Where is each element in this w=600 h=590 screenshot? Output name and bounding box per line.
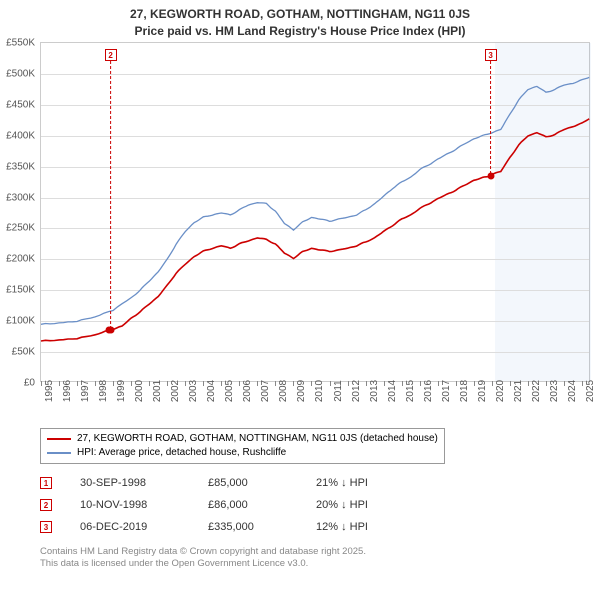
x-tick-label: 2011 <box>333 380 344 402</box>
sales-price-0: £85,000 <box>208 477 288 489</box>
x-tick-label: 2000 <box>134 380 145 402</box>
y-tick-label: £200K <box>0 254 35 265</box>
title-line-2: Price paid vs. HM Land Registry's House … <box>0 23 600 40</box>
sale-marker-dot <box>107 326 114 333</box>
x-tick-label: 2025 <box>585 380 596 402</box>
x-tick-label: 1999 <box>116 380 127 402</box>
sale-marker-dot <box>487 172 494 179</box>
y-tick-label: £300K <box>0 192 35 203</box>
sales-row-1: 2 10-NOV-1998 £86,000 20% ↓ HPI <box>40 494 406 516</box>
x-tick-label: 2017 <box>441 380 452 402</box>
x-tick-label: 2024 <box>567 380 578 402</box>
y-tick-label: £0 <box>0 378 35 389</box>
x-tick-label: 1997 <box>80 380 91 402</box>
legend-row-0: 27, KEGWORTH ROAD, GOTHAM, NOTTINGHAM, N… <box>47 432 438 446</box>
x-tick-label: 2019 <box>477 380 488 402</box>
x-tick-label: 2008 <box>278 380 289 402</box>
sales-table: 1 30-SEP-1998 £85,000 21% ↓ HPI 2 10-NOV… <box>40 472 406 538</box>
footer-line-1: Contains HM Land Registry data © Crown c… <box>40 546 366 558</box>
x-tick-label: 1998 <box>98 380 109 402</box>
x-tick-label: 2012 <box>351 380 362 402</box>
chart-svg <box>41 43 591 383</box>
y-tick-label: £100K <box>0 316 35 327</box>
y-tick-label: £500K <box>0 68 35 79</box>
x-tick-label: 2009 <box>296 380 307 402</box>
sales-price-2: £335,000 <box>208 521 288 533</box>
x-tick-label: 1996 <box>62 380 73 402</box>
x-tick-label: 2004 <box>206 380 217 402</box>
x-tick-label: 2023 <box>549 380 560 402</box>
legend-swatch-0 <box>47 438 71 440</box>
sales-diff-0: 21% ↓ HPI <box>316 477 406 489</box>
plot-wrapper: £0£50K£100K£150K£200K£250K£300K£350K£400… <box>40 42 590 382</box>
sales-marker-1: 2 <box>40 499 52 511</box>
x-tick-label: 2006 <box>242 380 253 402</box>
sales-marker-0: 1 <box>40 477 52 489</box>
x-tick-label: 2016 <box>423 380 434 402</box>
y-tick-label: £250K <box>0 223 35 234</box>
legend: 27, KEGWORTH ROAD, GOTHAM, NOTTINGHAM, N… <box>40 428 445 464</box>
legend-swatch-1 <box>47 452 71 454</box>
x-tick-label: 2015 <box>405 380 416 402</box>
y-tick-label: £150K <box>0 285 35 296</box>
x-tick-label: 2007 <box>260 380 271 402</box>
plot-area: £0£50K£100K£150K£200K£250K£300K£350K£400… <box>40 42 590 382</box>
title-line-1: 27, KEGWORTH ROAD, GOTHAM, NOTTINGHAM, N… <box>0 6 600 23</box>
y-tick-label: £350K <box>0 161 35 172</box>
x-tick-label: 2005 <box>224 380 235 402</box>
sales-row-2: 3 06-DEC-2019 £335,000 12% ↓ HPI <box>40 516 406 538</box>
x-tick-label: 2018 <box>459 380 470 402</box>
legend-label-0: 27, KEGWORTH ROAD, GOTHAM, NOTTINGHAM, N… <box>77 432 438 446</box>
y-tick-label: £450K <box>0 99 35 110</box>
y-tick-label: £400K <box>0 130 35 141</box>
sales-row-0: 1 30-SEP-1998 £85,000 21% ↓ HPI <box>40 472 406 494</box>
sales-diff-2: 12% ↓ HPI <box>316 521 406 533</box>
x-tick-label: 2014 <box>387 380 398 402</box>
y-tick-label: £50K <box>0 347 35 358</box>
sales-diff-1: 20% ↓ HPI <box>316 499 406 511</box>
legend-row-1: HPI: Average price, detached house, Rush… <box>47 446 438 460</box>
y-tick-label: £550K <box>0 38 35 49</box>
sales-date-2: 06-DEC-2019 <box>80 521 180 533</box>
x-tick-label: 1995 <box>44 380 55 402</box>
x-tick-label: 2022 <box>531 380 542 402</box>
title-block: 27, KEGWORTH ROAD, GOTHAM, NOTTINGHAM, N… <box>0 0 600 42</box>
x-tick-label: 2002 <box>170 380 181 402</box>
sales-date-0: 30-SEP-1998 <box>80 477 180 489</box>
footer: Contains HM Land Registry data © Crown c… <box>40 546 366 571</box>
sales-price-1: £86,000 <box>208 499 288 511</box>
sales-date-1: 10-NOV-1998 <box>80 499 180 511</box>
sale-marker-box: 3 <box>485 49 497 61</box>
x-tick-label: 2020 <box>495 380 506 402</box>
x-tick-label: 2003 <box>188 380 199 402</box>
x-tick-label: 2010 <box>314 380 325 402</box>
footer-line-2: This data is licensed under the Open Gov… <box>40 558 366 570</box>
x-tick-label: 2021 <box>513 380 524 402</box>
sales-marker-2: 3 <box>40 521 52 533</box>
legend-label-1: HPI: Average price, detached house, Rush… <box>77 446 286 460</box>
chart-container: 27, KEGWORTH ROAD, GOTHAM, NOTTINGHAM, N… <box>0 0 600 590</box>
sale-marker-box: 2 <box>105 49 117 61</box>
x-tick-label: 2013 <box>369 380 380 402</box>
x-tick-label: 2001 <box>152 380 163 402</box>
